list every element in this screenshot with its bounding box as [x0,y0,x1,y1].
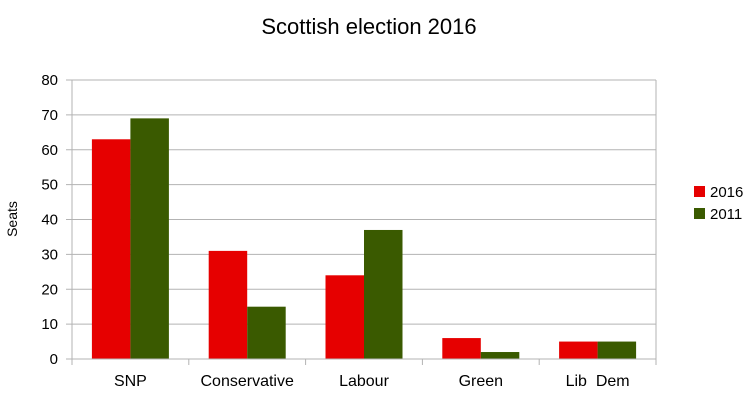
x-tick-label: Conservative [201,373,294,390]
axes [71,80,657,365]
y-tick-label: 0 [50,351,58,368]
bar-2016-4 [559,341,598,359]
legend-swatch-2011 [694,208,705,219]
bars [91,118,637,359]
y-tick-label: 80 [41,72,58,89]
legend: 2016 2011 [694,184,743,223]
bar-2011-4 [597,341,637,359]
legend-swatch-2016 [694,186,705,197]
y-tick-label: 10 [41,316,58,333]
y-tick-label: 40 [41,212,58,229]
legend-label-2011: 2011 [710,206,742,223]
x-tick-label: Lib Dem [566,373,630,390]
bar-2011-1 [247,306,286,359]
x-tick-label: SNP [114,373,147,390]
y-tick-label: 30 [41,246,58,263]
y-tick-labels: 0 10 20 30 40 50 60 70 80 [41,72,58,368]
bar-2011-3 [480,352,520,359]
bar-2016-0 [91,139,131,359]
bar-2011-2 [364,229,403,359]
bar-2016-1 [208,250,248,359]
y-axis-label: Seats [4,201,20,237]
y-tick-label: 70 [41,107,58,124]
y-tick-label: 60 [41,142,58,159]
x-tick-labels: SNP Conservative Labour Green Lib Dem [114,373,630,390]
bar-2011-0 [130,118,169,359]
y-tick-label: 20 [41,281,58,298]
bar-2016-3 [442,338,481,359]
chart-title: Scottish election 2016 [261,14,476,39]
x-tick-label: Labour [339,373,389,390]
bar-2016-2 [325,275,364,359]
legend-label-2016: 2016 [710,184,743,201]
x-tick-label: Green [459,373,503,390]
y-tick-label: 50 [41,177,58,194]
